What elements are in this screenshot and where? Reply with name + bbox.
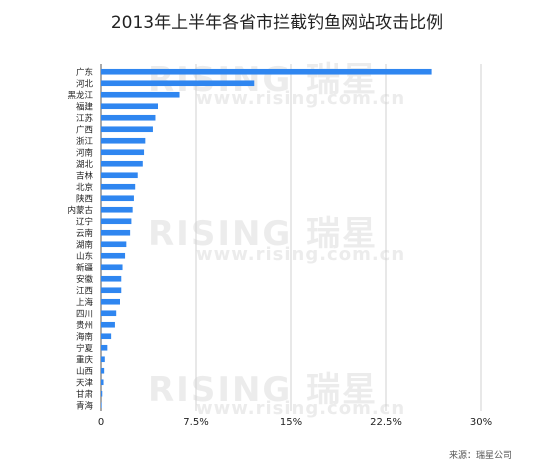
bar: [101, 80, 255, 87]
x-tick-label: 22.5%: [370, 417, 402, 428]
category-label: 四川: [76, 309, 93, 319]
bar: [101, 218, 132, 225]
category-label: 内蒙古: [67, 205, 93, 216]
bar: [101, 287, 122, 294]
category-label: 广东: [76, 67, 93, 78]
watermark-logo: RISING 瑞星: [148, 214, 379, 254]
category-label: 安徽: [76, 274, 94, 285]
bar: [101, 264, 123, 271]
bar: [101, 241, 127, 248]
category-label: 山东: [76, 251, 93, 262]
chart-title: 2013年上半年各省市拦截钓鱼网站攻击比例: [111, 13, 443, 33]
category-label: 贵州: [76, 320, 93, 331]
bar: [101, 333, 112, 340]
category-label: 福建: [76, 101, 94, 112]
watermark-url: www.rising.com.cn: [196, 398, 406, 419]
category-label: 陕西: [76, 193, 93, 204]
category-label: 宁夏: [76, 343, 94, 354]
category-label: 云南: [76, 228, 93, 239]
category-label: 黑龙江: [67, 90, 93, 101]
bar: [101, 310, 117, 317]
bar: [101, 160, 143, 167]
bar: [101, 149, 145, 156]
category-label: 河北: [76, 78, 94, 89]
x-tick-label: 7.5%: [183, 417, 208, 428]
category-label: 吉林: [76, 170, 94, 181]
category-label: 甘肃: [76, 389, 94, 400]
bar: [101, 103, 158, 110]
bar: [101, 172, 138, 179]
gridlines: [100, 64, 482, 411]
category-label: 山西: [76, 366, 93, 377]
category-label: 海南: [76, 331, 93, 342]
x-tick-labels: 0 7.5% 15% 22.5% 30%: [98, 417, 492, 428]
category-label: 江西: [76, 286, 93, 296]
watermark-logo: RISING 瑞星: [148, 60, 379, 100]
bar: [101, 195, 134, 202]
bar: [101, 390, 103, 397]
x-tick-label: 0: [98, 417, 104, 428]
category-label: 上海: [76, 297, 94, 308]
source-note: 来源：瑞星公司: [449, 449, 512, 461]
category-label: 重庆: [76, 354, 94, 365]
x-tick-label: 15%: [280, 417, 302, 428]
category-label: 江苏: [76, 113, 94, 124]
bar: [101, 367, 105, 374]
category-label: 辽宁: [76, 216, 93, 227]
watermark-url: www.rising.com.cn: [196, 244, 406, 265]
bar: [101, 344, 108, 351]
bar: [101, 206, 133, 213]
x-tick-label: 30%: [470, 417, 492, 428]
category-label: 湖南: [76, 239, 93, 250]
category-label: 广西: [76, 124, 93, 135]
watermark-logo: RISING 瑞星: [148, 370, 379, 410]
bar: [101, 91, 180, 98]
category-label: 浙江: [76, 136, 94, 147]
bar: [101, 356, 105, 363]
bar: [101, 229, 131, 236]
category-labels: 广东河北黑龙江福建江苏广西浙江河南湖北吉林北京陕西内蒙古辽宁云南湖南山东新疆安徽…: [67, 67, 93, 412]
category-label: 天津: [76, 377, 94, 388]
bar: [101, 183, 136, 190]
category-label: 河南: [76, 147, 93, 158]
bar: [101, 402, 102, 409]
bar: [101, 298, 120, 305]
category-label: 青海: [76, 400, 94, 411]
category-label: 湖北: [76, 160, 94, 170]
bar: [101, 126, 153, 133]
category-label: 新疆: [76, 262, 94, 273]
bar: [101, 275, 122, 282]
bar: [101, 68, 432, 75]
bar: [101, 114, 156, 121]
bar: [101, 137, 146, 144]
category-label: 北京: [76, 182, 93, 193]
bar: [101, 252, 126, 259]
bar: [101, 379, 104, 386]
bar: [101, 321, 115, 328]
bars: [101, 68, 432, 409]
watermark-url: www.rising.com.cn: [196, 88, 406, 109]
